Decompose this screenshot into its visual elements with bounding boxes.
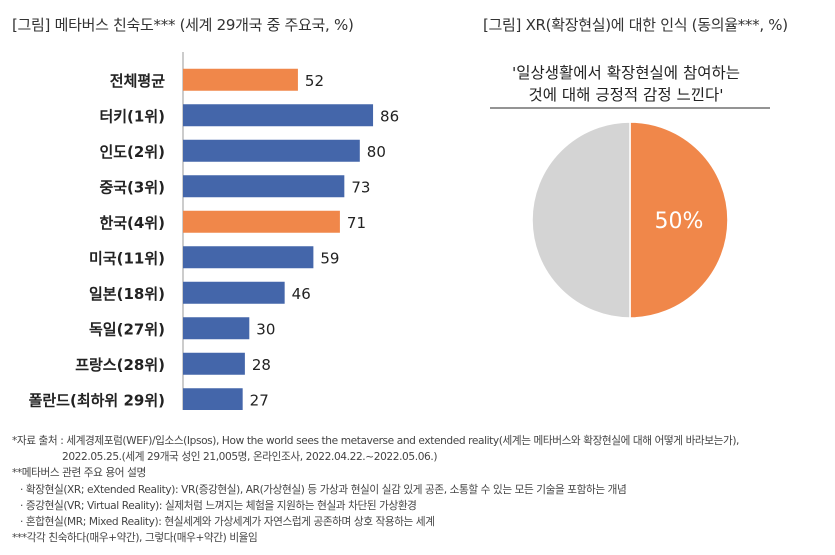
question-line-2: 것에 대해 긍정적 감정 느낀다' [528, 86, 723, 104]
footnotes: *자료 출처 : 세계경제포럼(WEF)/입소스(Ipsos), How the… [12, 433, 827, 546]
bar [183, 246, 314, 269]
category-label: 일본(18위) [89, 285, 165, 303]
term-mr: · 혼합현실(MR; Mixed Reality): 현실세계와 가상세계가 자… [20, 516, 435, 529]
value-label: 30 [256, 320, 275, 338]
category-label: 폴란드(최하위 29위) [29, 391, 165, 409]
category-label: 중국(3위) [99, 178, 165, 196]
value-label: 28 [252, 356, 271, 374]
ratio-note: ***각각 친숙하다(매우+약간), 그렇다(매우+약간) 비율임 [12, 532, 258, 545]
source-note: *자료 출처 : 세계경제포럼(WEF)/입소스(Ipsos), How the… [12, 435, 740, 447]
bar [183, 388, 243, 410]
category-label: 전체평균 [110, 72, 165, 90]
question-line-1: '일상생활에서 확장현실에 참여하는 [512, 64, 740, 82]
right-chart-title: [그림] XR(확장현실)에 대한 인식 (동의율***, %) [483, 16, 788, 34]
bar [183, 317, 250, 340]
left-chart-title: [그림] 메타버스 친숙도*** (세계 29개국 중 주요국, %) [12, 16, 354, 34]
category-label: 미국(11위) [89, 249, 165, 267]
term-xr: · 확장현실(XR; eXtended Reality): VR(증강현실), … [20, 483, 627, 496]
pie-slice [531, 121, 631, 319]
pie-slice-label: 50% [655, 209, 704, 234]
term-vr: · 증강현실(VR; Virtual Reality): 실제처럼 느껴지는 체… [20, 499, 417, 512]
value-label: 73 [351, 178, 370, 196]
value-label: 46 [292, 285, 311, 303]
bar [183, 139, 360, 162]
source-note-cont: 2022.05.25.(세계 29개국 성인 21,005명, 온라인조사, 2… [62, 451, 438, 464]
category-label: 인도(2위) [99, 143, 165, 161]
bar-chart: 전체평균 52 터키(1위) 86 인도(2위) 80 중국(3위) 73 한국(4위) 71 미국… [29, 52, 399, 410]
terms-heading: **메타버스 관련 주요 용어 설명 [12, 467, 146, 480]
bar [183, 352, 245, 375]
category-label: 독일(27위) [89, 320, 165, 338]
value-label: 86 [380, 107, 399, 125]
category-label: 한국(4위) [99, 214, 165, 232]
value-label: 71 [347, 214, 366, 232]
bar [183, 175, 345, 198]
value-label: 80 [367, 143, 386, 161]
bar [183, 210, 340, 233]
value-label: 59 [320, 249, 339, 267]
category-label: 터키(1위) [99, 107, 165, 125]
bar [183, 104, 374, 127]
value-label: 52 [305, 72, 324, 90]
value-label: 27 [250, 391, 269, 409]
pie-slice [629, 121, 729, 319]
category-label: 프랑스(28위) [75, 356, 165, 374]
bar [183, 68, 298, 91]
bar [183, 281, 285, 304]
